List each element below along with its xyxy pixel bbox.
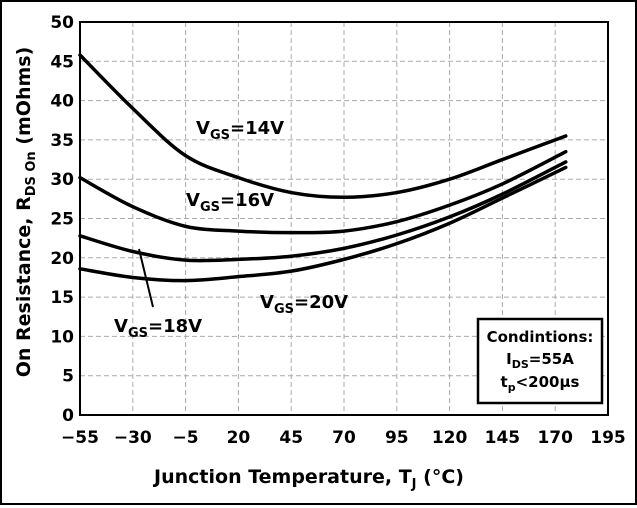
label-vgs-18v: VGS=18V: [114, 316, 202, 341]
x-tick-label: 20: [227, 428, 251, 448]
y-tick-label: 10: [50, 327, 74, 347]
y-tick-label: 30: [50, 170, 74, 190]
y-tick-label: 50: [50, 13, 74, 33]
x-tick-label: 70: [332, 428, 356, 448]
y-tick-label: 40: [50, 92, 74, 112]
x-tick-label: −5: [173, 428, 199, 448]
series-group: [78, 53, 568, 283]
x-tick-label: 45: [279, 428, 303, 448]
y-tick-label: 0: [62, 406, 74, 426]
y-tick-label: 15: [50, 288, 74, 308]
conditions-box: Condintions: IDS=55A tp<200µs: [476, 317, 604, 405]
tick-labels: −55 −30 −5 20 45 70 95 120 145 170 195 0 5 10 15 20 25 30…: [50, 13, 625, 448]
x-tick-label: −30: [114, 428, 152, 448]
label-vgs-14v: VGS=14V: [196, 118, 284, 143]
y-axis-title: On Resistance, RDS On (mOhms): [13, 47, 39, 378]
conditions-pulse: tp<200µs: [501, 373, 580, 394]
y-tick-label: 25: [50, 210, 74, 230]
x-tick-label: 170: [537, 428, 573, 448]
series-line-vgs-14v: [78, 53, 568, 200]
y-tick-label: 5: [62, 367, 74, 387]
label-vgs-20v: VGS=20V: [260, 292, 348, 317]
conditions-current: IDS=55A: [506, 350, 574, 371]
y-tick-label: 20: [50, 249, 74, 269]
x-tick-label: 95: [385, 428, 409, 448]
y-tick-label: 35: [50, 131, 74, 151]
conditions-title: Condintions:: [487, 328, 594, 346]
series-line-vgs-20v: [78, 165, 568, 283]
series-line-vgs-16v: [78, 149, 568, 235]
series-line-vgs-18v: [78, 160, 568, 263]
plot-border: [79, 21, 609, 416]
label-vgs-18v-leader: [138, 248, 154, 308]
y-tick-label: 45: [50, 52, 74, 72]
x-axis-title: Junction Temperature, TJ (°C): [152, 466, 464, 492]
x-tick-label: 145: [485, 428, 521, 448]
x-tick-label: 120: [432, 428, 468, 448]
x-tick-label: −55: [61, 428, 99, 448]
x-tick-label: 195: [590, 428, 626, 448]
label-vgs-16v: VGS=16V: [186, 190, 274, 215]
